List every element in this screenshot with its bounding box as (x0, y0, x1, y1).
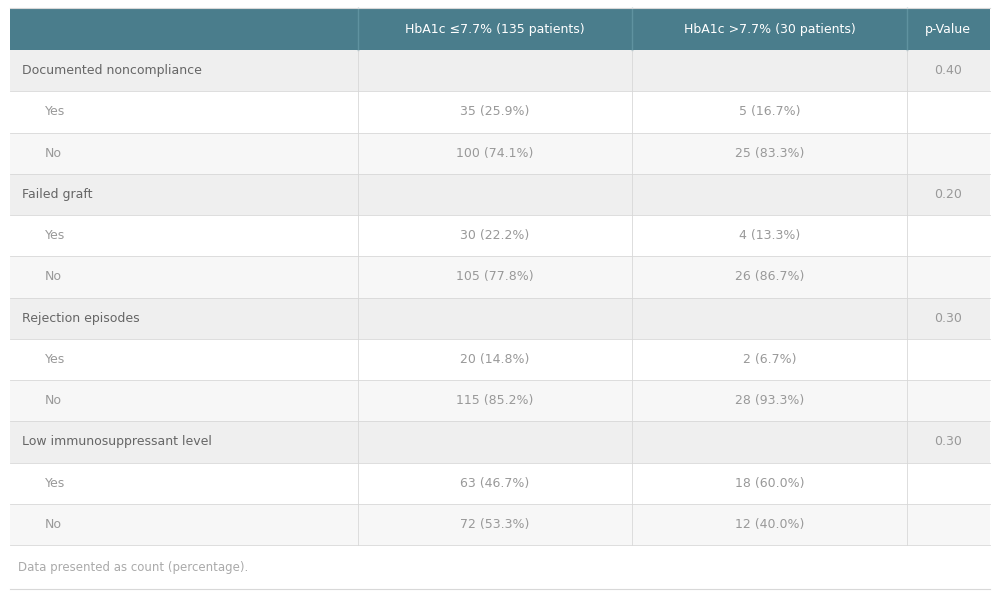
Bar (10, 174, 990, 215)
Text: 0.20: 0.20 (934, 188, 962, 201)
Text: 26 (86.7%): 26 (86.7%) (735, 271, 804, 283)
Text: Yes: Yes (45, 353, 65, 366)
Text: 0.40: 0.40 (934, 64, 962, 77)
Bar (10, 421, 990, 463)
Text: 4 (13.3%): 4 (13.3%) (739, 229, 800, 242)
Bar (10, 339, 990, 380)
Text: 35 (25.9%): 35 (25.9%) (460, 106, 530, 118)
Bar (10, 8, 990, 50)
Text: Yes: Yes (45, 229, 65, 242)
Text: 105 (77.8%): 105 (77.8%) (456, 271, 534, 283)
Text: 2 (6.7%): 2 (6.7%) (743, 353, 796, 366)
Bar (10, 256, 990, 298)
Bar (10, 504, 990, 545)
Text: 72 (53.3%): 72 (53.3%) (460, 518, 530, 531)
Text: Low immunosuppressant level: Low immunosuppressant level (22, 436, 212, 448)
Bar (10, 298, 990, 339)
Text: 25 (83.3%): 25 (83.3%) (735, 146, 804, 160)
Text: 100 (74.1%): 100 (74.1%) (456, 146, 534, 160)
Text: No: No (45, 146, 62, 160)
Text: 0.30: 0.30 (934, 311, 962, 325)
Text: No: No (45, 271, 62, 283)
Text: Data presented as count (percentage).: Data presented as count (percentage). (18, 560, 248, 574)
Text: 28 (93.3%): 28 (93.3%) (735, 394, 804, 407)
Text: 18 (60.0%): 18 (60.0%) (735, 476, 804, 490)
Text: HbA1c >7.7% (30 patients): HbA1c >7.7% (30 patients) (684, 22, 855, 35)
Bar (10, 133, 990, 174)
Text: Failed graft: Failed graft (22, 188, 92, 201)
Bar (10, 380, 990, 421)
Text: HbA1c ≤7.7% (135 patients): HbA1c ≤7.7% (135 patients) (405, 22, 585, 35)
Text: Documented noncompliance: Documented noncompliance (22, 64, 202, 77)
Text: 30 (22.2%): 30 (22.2%) (460, 229, 530, 242)
Text: p-Value: p-Value (925, 22, 971, 35)
Bar (10, 50, 990, 91)
Text: No: No (45, 518, 62, 531)
Text: 12 (40.0%): 12 (40.0%) (735, 518, 804, 531)
Text: 20 (14.8%): 20 (14.8%) (460, 353, 530, 366)
Bar (10, 91, 990, 133)
Text: No: No (45, 394, 62, 407)
Text: 5 (16.7%): 5 (16.7%) (739, 106, 800, 118)
Text: 0.30: 0.30 (934, 436, 962, 448)
Text: Rejection episodes: Rejection episodes (22, 311, 140, 325)
Text: Yes: Yes (45, 106, 65, 118)
Bar (10, 215, 990, 256)
Bar (10, 463, 990, 504)
Text: 63 (46.7%): 63 (46.7%) (460, 476, 530, 490)
Text: 115 (85.2%): 115 (85.2%) (456, 394, 534, 407)
Text: Yes: Yes (45, 476, 65, 490)
